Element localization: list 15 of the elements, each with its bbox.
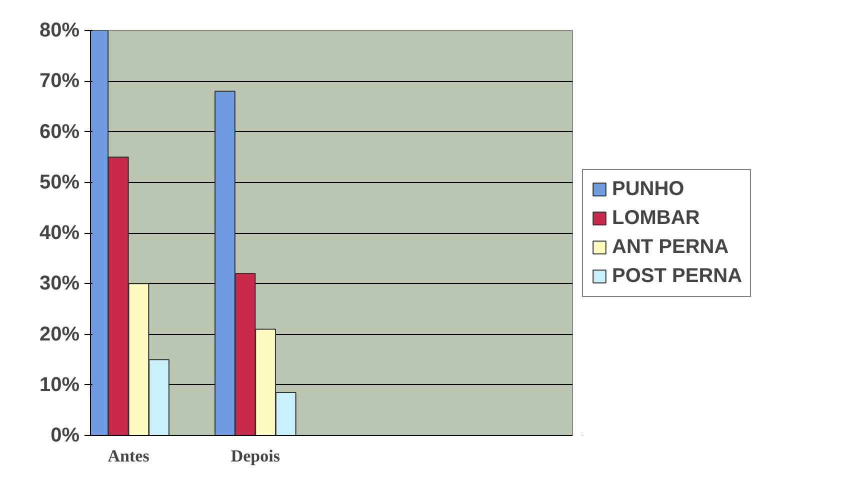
y-tick-label: 0% (50, 424, 80, 446)
legend-label: ANT PERNA (612, 236, 729, 258)
x-tick-label: Depois (230, 446, 280, 466)
y-tick-label: 10% (39, 374, 80, 396)
y-tick-label: 20% (39, 323, 80, 346)
y-tick-label: 80% (39, 20, 80, 42)
y-tick-label: 30% (39, 272, 80, 295)
y-tick-label: 60% (39, 120, 80, 143)
legend-label: POST PERNA (612, 264, 742, 288)
y-tick-label: 50% (39, 171, 80, 194)
legend-label: PUNHO (612, 178, 684, 200)
y-tick-label: 40% (39, 222, 80, 244)
legend-label: LOMBAR (612, 206, 700, 230)
x-tick-label: Antes (108, 446, 150, 466)
y-tick-label: 70% (39, 70, 80, 92)
